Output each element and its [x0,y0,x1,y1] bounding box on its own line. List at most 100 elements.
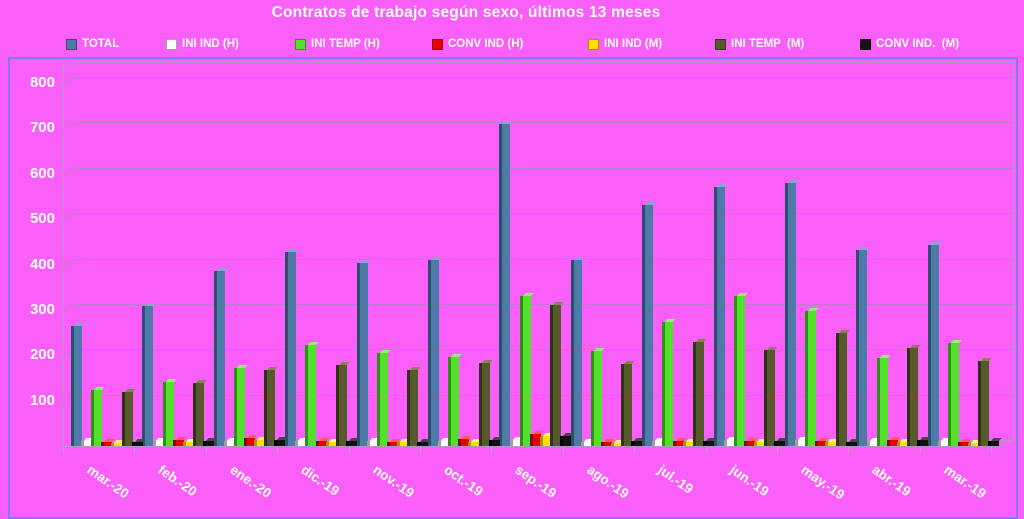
x-axis-tick [705,447,707,454]
bar-ini-temp-m--ene.-20 [264,367,278,446]
bar-conv-ind-m--ene.-20 [274,437,288,446]
bar-side [509,440,513,446]
legend-swatch-icon [588,38,599,50]
bar-conv-ind-m--dic.-19 [345,438,360,446]
x-axis-label-jul.-19: jul.-19 [655,462,697,497]
bar-side [345,441,349,446]
bar-side [91,390,95,446]
x-axis-tick [420,447,421,454]
bar-top [431,257,442,260]
bar-side [795,440,799,446]
bar-side [621,364,625,446]
legend-swatch-icon [860,38,871,50]
bar-ini-ind-h--oct.-19 [438,438,452,446]
bar-top [338,362,350,365]
bar-ini-ind-h--may.-19 [795,437,809,446]
bar-ini-ind-m--jul.-19 [682,439,697,446]
bar-face [532,434,541,446]
bar-face [379,353,388,446]
bar-face [828,442,837,446]
bar-ini-temp-h--nov.-19 [376,350,391,446]
bar-face [145,306,154,446]
bar-top [838,330,850,333]
x-axis-tick [134,447,136,454]
x-axis-tick [63,447,64,454]
bar-side [611,443,615,446]
bar-ini-temp-m--dic.-19 [335,362,350,446]
bar-face [604,442,613,446]
bar-ini-temp-h--dic.-19 [305,342,319,446]
bar-ini-temp-m--oct.-19 [478,360,493,446]
y-axis-label-500: 500 [29,210,55,228]
bar-ini-temp-m--abr.-19 [906,345,921,446]
bar-top [267,367,278,370]
gridline-300 [75,303,1013,305]
bar-ini-ind-m--nov.-19 [397,439,411,446]
bar-side [499,124,503,446]
bar-face [104,442,113,446]
bar-face [583,442,592,446]
bar-face [869,441,878,446]
bar-face [441,441,450,446]
bar-face [369,441,378,446]
x-axis-label-nov.-19: nov.-19 [369,462,417,501]
bar-side [213,271,217,446]
bar-face [318,441,327,446]
y-axis-label-100: 100 [29,391,55,409]
bar-side [856,250,860,446]
bar-total-ago.-19 [570,257,585,446]
bar-face [451,357,460,446]
bar-face [767,350,776,446]
y-axis-label-400: 400 [29,255,55,273]
bar-top [410,367,421,370]
bar-face [930,245,939,446]
legend-swatch-icon [295,38,306,50]
bar-face [614,443,623,446]
bar-side [244,438,248,446]
bar-top [788,180,799,183]
y-axis-label-600: 600 [29,164,55,182]
bar-face [798,440,807,446]
bar-side [896,442,900,446]
bar-side [305,345,309,446]
bar-ini-ind-m--ago.-19 [611,440,625,446]
bar-ini-ind-m--ene.-20 [254,437,268,446]
bar-side [958,442,962,446]
gridline-stub-400 [62,258,76,266]
bar-side [428,260,431,446]
bar-side [560,436,563,446]
bar-face [288,252,297,446]
bar-side [274,440,278,446]
legend-swatch-icon [715,38,726,50]
chart-title: Contratos de trabajo según sexo, últimos… [271,4,661,21]
bar-total-mar.-20 [71,323,85,446]
bar-face [777,441,786,446]
x-axis-label-oct.-19: oct.-19 [441,462,486,500]
gridline-stub-600 [62,167,76,175]
bar-total-dic.-19 [285,249,299,446]
bar-ini-temp-m--jun.-19 [764,347,778,446]
x-axis-tick [777,447,778,454]
bar-side [356,263,360,446]
bar-ini-ind-h--nov.-19 [366,438,381,446]
bar-face [920,440,928,446]
bar-side [631,441,635,446]
bar-face [410,370,419,446]
legend-label: TOTAL [82,38,120,50]
wall-corner-edge [62,62,76,70]
bar-conv-ind-h--jul.-19 [672,438,687,446]
bar-conv-ind-h--mar.-19 [958,439,972,446]
bar-conv-ind-h--ene.-20 [244,435,258,446]
bar-conv-ind-h--may.-19 [815,438,829,446]
bar-top [237,365,248,368]
x-axis-tick [205,447,207,454]
bar-side [376,353,380,446]
bar-face [277,440,286,446]
bar-face [389,442,398,446]
bar-ini-temp-h--mar.-19 [948,340,962,446]
bar-face [981,361,990,446]
legend-item-conv-ind-h-: CONV IND (H) [432,38,523,50]
bar-total-sep.-19 [499,121,513,446]
